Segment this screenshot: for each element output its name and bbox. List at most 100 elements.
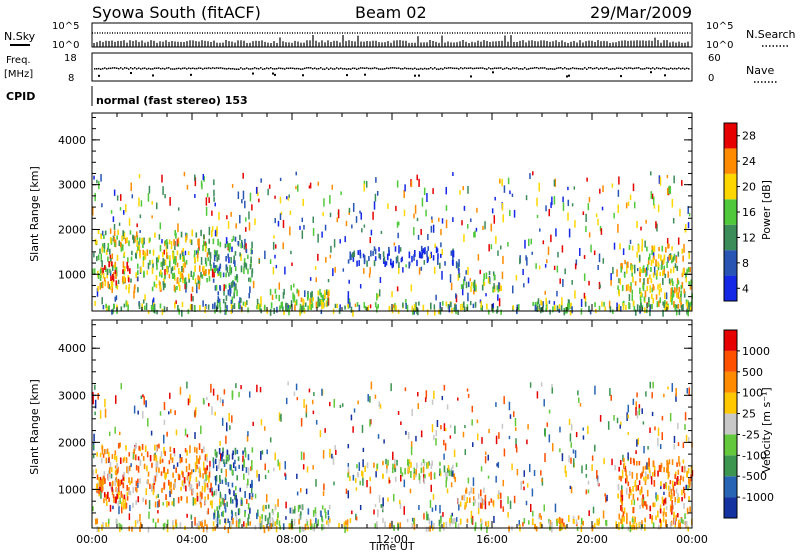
echo-cell xyxy=(321,518,324,523)
echo-cell xyxy=(537,298,540,305)
echo-cell xyxy=(488,276,491,283)
echo-cell xyxy=(374,256,377,261)
echo-cell xyxy=(219,307,222,314)
echo-cell xyxy=(397,523,399,531)
scatter-cell xyxy=(598,253,601,263)
scatter-cell xyxy=(284,266,286,275)
echo-cell xyxy=(191,229,194,237)
echo-cell xyxy=(234,250,237,256)
scatter-cell xyxy=(287,381,289,386)
echo-cell xyxy=(205,242,207,249)
scatter-cell xyxy=(272,241,275,250)
scatter-cell xyxy=(445,219,448,229)
freq-point xyxy=(326,67,328,69)
scatter-cell xyxy=(610,273,612,282)
freq-point xyxy=(310,67,312,69)
echo-cell xyxy=(681,496,683,502)
echo-cell xyxy=(129,268,131,274)
echo-cell xyxy=(408,459,411,465)
freq-point xyxy=(654,68,656,70)
freq-point xyxy=(624,67,626,69)
echo-cell xyxy=(641,497,644,505)
scatter-cell xyxy=(92,506,94,512)
echo-cell xyxy=(119,523,121,529)
echo-cell xyxy=(197,238,199,246)
scatter-cell xyxy=(501,271,504,279)
echo-cell xyxy=(464,501,467,508)
scatter-cell xyxy=(441,395,444,401)
scatter-cell xyxy=(607,421,610,430)
scatter-cell xyxy=(140,200,143,207)
scatter-cell xyxy=(143,396,145,405)
freq-point xyxy=(152,68,154,70)
echo-cell xyxy=(163,522,166,528)
scatter-cell xyxy=(636,392,638,398)
echo-cell xyxy=(618,521,620,527)
scatter-cell xyxy=(588,232,591,238)
scatter-cell xyxy=(570,442,573,448)
freq-point xyxy=(410,67,412,70)
echo-cell xyxy=(352,257,355,262)
echo-cell xyxy=(643,296,646,302)
echo-cell xyxy=(288,308,290,316)
echo-cell xyxy=(179,522,182,529)
echo-cell xyxy=(557,518,560,524)
echo-cell xyxy=(196,492,199,499)
freq-point xyxy=(466,67,468,70)
echo-cell xyxy=(221,511,223,517)
echo-cell xyxy=(644,290,647,298)
echo-cell xyxy=(225,237,228,244)
scatter-cell xyxy=(686,387,689,394)
echo-cell xyxy=(231,246,233,252)
echo-cell xyxy=(474,285,477,291)
scatter-cell xyxy=(571,203,574,207)
echo-cell xyxy=(662,278,664,285)
scatter-cell xyxy=(169,482,171,490)
scatter-cell xyxy=(449,274,452,283)
echo-cell xyxy=(517,304,520,311)
echo-cell xyxy=(662,517,665,523)
scatter-cell xyxy=(637,437,640,445)
echo-cell xyxy=(132,502,134,508)
echo-cell xyxy=(224,507,227,513)
scatter-cell xyxy=(192,469,195,473)
echo-cell xyxy=(174,302,176,309)
scatter-cell xyxy=(557,251,559,258)
echo-cell xyxy=(99,282,102,290)
freq-point xyxy=(404,67,406,69)
freq-point xyxy=(518,68,520,70)
scatter-cell xyxy=(481,305,484,311)
echo-cell xyxy=(384,260,386,268)
scatter-cell xyxy=(627,404,630,413)
echo-cell xyxy=(272,510,275,516)
echo-cell xyxy=(173,483,175,490)
echo-cell xyxy=(250,256,252,263)
scatter-cell xyxy=(668,185,670,195)
scatter-cell xyxy=(597,218,599,226)
echo-cell xyxy=(106,269,109,276)
echo-cell xyxy=(536,305,539,312)
echo-cell xyxy=(206,482,209,488)
scatter-cell xyxy=(283,288,285,295)
echo-cell xyxy=(247,254,249,259)
echo-cell xyxy=(317,296,320,302)
scatter-cell xyxy=(462,186,464,191)
echo-cell xyxy=(470,286,472,292)
scatter-cell xyxy=(185,285,187,293)
echo-cell xyxy=(297,289,300,297)
scatter-cell xyxy=(256,470,258,478)
echo-cell xyxy=(274,506,277,511)
scatter-cell xyxy=(214,411,216,416)
scatter-cell xyxy=(590,244,592,253)
echo-cell xyxy=(271,522,274,527)
echo-cell xyxy=(128,490,130,496)
freq-point xyxy=(270,67,272,69)
echo-cell xyxy=(193,446,196,453)
echo-cell xyxy=(389,522,391,529)
scatter-cell xyxy=(129,504,131,512)
echo-cell xyxy=(214,526,216,531)
echo-cell xyxy=(652,258,655,264)
echo-cell xyxy=(181,301,184,308)
scatter-cell xyxy=(194,432,196,440)
nave-point xyxy=(346,74,348,77)
